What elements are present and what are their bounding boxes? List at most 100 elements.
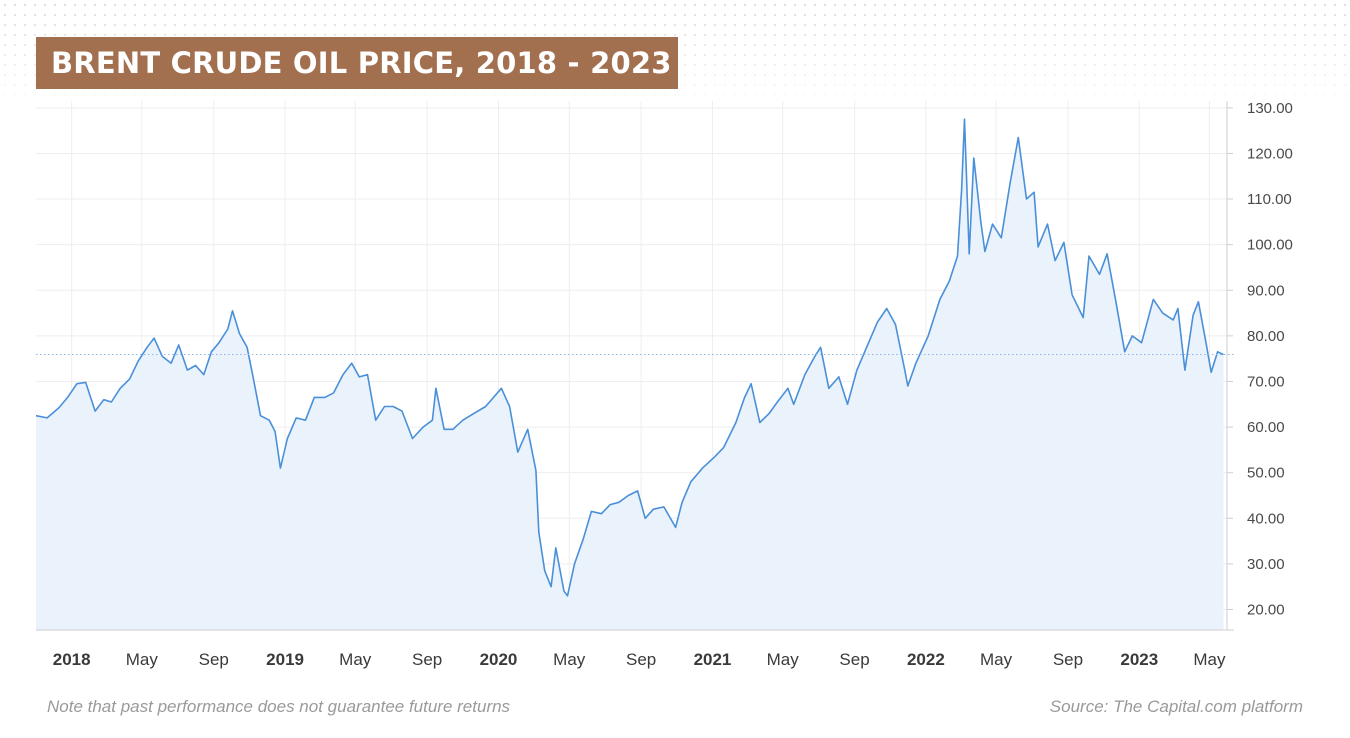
price-point [58,407,60,409]
price-point [1177,307,1179,309]
price-point [304,419,306,421]
chart-title-banner: BRENT CRUDE OIL PRICE, 2018 - 2023 [36,37,678,89]
price-point [819,346,821,348]
price-point [332,392,334,394]
price-point [1082,316,1084,318]
price-point [227,328,229,330]
price-point [1033,191,1035,193]
price-point [1037,246,1039,248]
price-point [1124,351,1126,353]
price-point [838,376,840,378]
price-point [186,369,188,371]
price-point [927,335,929,337]
price-point [1115,301,1117,303]
price-point [793,403,795,405]
price-point [1216,351,1218,353]
x-tick-label: May [126,650,159,669]
price-point [663,506,665,508]
price-point [94,410,96,412]
price-point [295,417,297,419]
price-point [1054,259,1056,261]
price-point [268,419,270,421]
x-tick-label: 2019 [266,650,304,669]
y-tick-label: 130.00 [1247,100,1293,117]
price-point [743,396,745,398]
y-tick-label: 20.00 [1247,601,1285,618]
price-point [246,346,248,348]
price-point [279,467,281,469]
y-tick-label: 60.00 [1247,419,1285,436]
x-tick-label: 2018 [53,650,91,669]
price-point [1098,273,1100,275]
x-tick-label: May [767,650,800,669]
price-point [210,351,212,353]
x-tick-label: Sep [626,650,656,669]
price-point [383,405,385,407]
price-point [342,373,344,375]
price-point [856,369,858,371]
y-tick-label: 40.00 [1247,510,1285,527]
price-point [238,332,240,334]
price-point [636,490,638,492]
price-point [137,360,139,362]
price-point [443,428,445,430]
price-point [590,510,592,512]
area-layer [35,118,1234,630]
x-tick-label: 2022 [907,650,945,669]
price-point [218,342,220,344]
price-point [1009,182,1011,184]
price-point [231,310,233,312]
price-point [609,503,611,505]
price-point [555,547,557,549]
price-point [324,396,326,398]
price-point [735,421,737,423]
price-point [907,385,909,387]
price-point [203,373,205,375]
price-point [252,378,254,380]
price-point [351,362,353,364]
price-point [1162,312,1164,314]
price-point [128,378,130,380]
price-point [46,417,48,419]
price-point [508,405,510,407]
price-point [973,157,975,159]
price-point [500,387,502,389]
x-tick-label: May [339,650,372,669]
x-tick-label: May [1193,650,1226,669]
source-credit: Source: The Capital.com platform [1049,697,1303,716]
y-tick-label: 120.00 [1247,145,1293,162]
price-point [411,437,413,439]
price-point [1210,371,1212,373]
price-point [161,355,163,357]
price-point [600,513,602,515]
price-point [435,387,437,389]
price-point [991,223,993,225]
price-point [392,405,394,407]
price-point [980,221,982,223]
price-point [473,412,475,414]
x-tick-label: Sep [839,650,869,669]
disclaimer-note: Note that past performance does not guar… [47,697,511,716]
price-point [904,369,906,371]
price-point [1071,294,1073,296]
price-point [681,501,683,503]
price-point [814,355,816,357]
x-tick-label: 2021 [694,650,732,669]
price-point [517,451,519,453]
price-point [401,410,403,412]
price-point [375,419,377,421]
price-point [85,381,87,383]
y-tick-label: 50.00 [1247,465,1285,482]
price-line [35,118,1224,597]
price-point [66,396,68,398]
price-point [431,419,433,421]
price-point [422,426,424,428]
price-area-fill [36,119,1224,630]
price-point [194,364,196,366]
chart-title: BRENT CRUDE OIL PRICE, 2018 - 2023 [51,46,672,80]
price-point [550,586,552,588]
price-point [462,419,464,421]
price-point [366,373,368,375]
price-point [527,428,529,430]
